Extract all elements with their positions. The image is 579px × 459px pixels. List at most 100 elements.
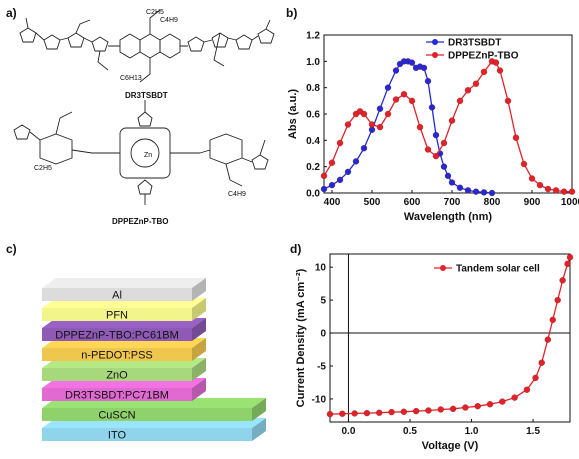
device-stack: ITO CuSCN DR3TSBDT:PC71BM ZnO n-PEDOT:PSS DPP… (42, 278, 266, 442)
y-tick-label: -10 (312, 394, 327, 405)
data-point (480, 68, 488, 76)
data-point (420, 64, 428, 72)
data-point (536, 181, 544, 189)
data-point (488, 189, 496, 197)
data-point (376, 124, 384, 131)
data-point (326, 410, 334, 418)
layer-front-face (42, 348, 192, 361)
panel-a-label: a) (6, 6, 17, 20)
data-point (544, 336, 551, 343)
data-point (360, 110, 368, 118)
molecule-structures: C6H13 C2H5 C4H9 DR3TSBDT Zn C2H5 C4H9 DP… (13, 9, 275, 226)
x-tick-label: 1.5 (526, 426, 540, 437)
series-line-1 (323, 60, 572, 193)
data-point (437, 406, 444, 413)
data-point (320, 185, 328, 193)
chem-label-c6h13-a: C6H13 (120, 75, 142, 82)
x-tick-label: 1.0 (465, 426, 479, 437)
layer-top-face (42, 278, 206, 288)
data-point (352, 158, 360, 165)
data-point (384, 110, 392, 118)
legend-label-0: Tandem solar cell (456, 264, 540, 275)
data-point (376, 105, 384, 112)
y-tick-label: 0.2 (306, 162, 320, 173)
y-axis-label: Current Density (mA cm⁻²) (295, 268, 307, 407)
data-point (392, 96, 400, 103)
jv-chart: 0.0 0.5 1.0 1.5 -10 -5 0 5 10 Voltage (V) Current … (295, 253, 574, 452)
data-point (456, 184, 464, 191)
data-point (462, 404, 469, 411)
data-point (328, 181, 336, 189)
data-point (528, 175, 536, 182)
data-point (566, 254, 574, 261)
data-point (336, 176, 344, 183)
data-point (472, 188, 480, 195)
x-tick-label: 500 (364, 197, 381, 208)
y-tick-label: 0 (320, 329, 326, 340)
data-point (448, 179, 456, 186)
data-point (440, 139, 448, 147)
layer-front-face (42, 368, 192, 381)
layer-label: n-PEDOT:PSS (81, 350, 153, 362)
layer-front-face (42, 328, 192, 341)
y-tick-label: 1.2 (306, 31, 320, 42)
data-point (538, 359, 545, 366)
panel-c: c) ITO CuSCN DR3TSBDT:PC71BM ZnO n-PEDOT:PSS… (0, 232, 290, 459)
data-point (444, 172, 452, 180)
data-point (384, 84, 392, 91)
layer-label: CuSCN (98, 410, 135, 422)
panel-c-label: c) (6, 242, 17, 256)
data-point (339, 410, 346, 417)
x-tick-label: 400 (324, 197, 341, 208)
y-tick-label: 1.0 (306, 57, 320, 68)
y-tick-label: 10 (315, 263, 327, 274)
layer-side-face (252, 398, 266, 421)
chem-label-zn: Zn (144, 152, 152, 159)
data-point (320, 172, 328, 180)
data-point (368, 121, 376, 128)
data-point (432, 131, 440, 139)
data-point (344, 121, 352, 128)
data-point (512, 134, 520, 141)
x-axis-label: Voltage (V) (422, 440, 479, 452)
data-point (523, 386, 531, 393)
molecule1-name: DR3TSBDT (125, 91, 168, 100)
data-point (328, 159, 336, 166)
data-point (363, 409, 371, 417)
chem-label-c4h9-b: C4H9 (228, 191, 246, 198)
y-tick-label: -5 (317, 362, 326, 373)
data-point (400, 91, 408, 98)
y-axis-label: Abs (a.u.) (287, 89, 299, 139)
data-point (492, 59, 500, 66)
data-point (472, 80, 480, 87)
data-point (549, 316, 556, 324)
layer-label: Al (112, 290, 122, 302)
data-point (360, 145, 368, 152)
x-tick-label: 0.5 (403, 426, 417, 437)
data-point (448, 117, 456, 124)
data-point (440, 163, 448, 170)
x-tick-label: 600 (404, 197, 421, 208)
layer-front-face (42, 288, 192, 301)
layer-label: ZnO (106, 370, 128, 382)
data-point (496, 67, 504, 74)
x-axis-label: Wavelength (nm) (404, 211, 493, 223)
layer-label: DPPEZnP-TBO:PC61BM (55, 330, 178, 342)
data-point (552, 187, 560, 194)
y-tick-label: 5 (320, 296, 326, 307)
layer-front-face (42, 308, 192, 321)
data-point (413, 407, 420, 415)
data-point (425, 407, 432, 414)
chem-label-c4h9: C4H9 (160, 17, 178, 24)
data-point (424, 77, 432, 85)
layer-side-face (192, 358, 206, 381)
data-point (368, 126, 376, 133)
x-tick-label: 700 (444, 197, 461, 208)
data-point (554, 296, 561, 304)
plot-frame (329, 253, 571, 423)
x-tick-label: 900 (524, 197, 541, 208)
layer-side-face (252, 418, 266, 441)
chem-label-c2h5-b: C2H5 (34, 165, 52, 172)
x-tick-label: 0.0 (342, 426, 356, 437)
